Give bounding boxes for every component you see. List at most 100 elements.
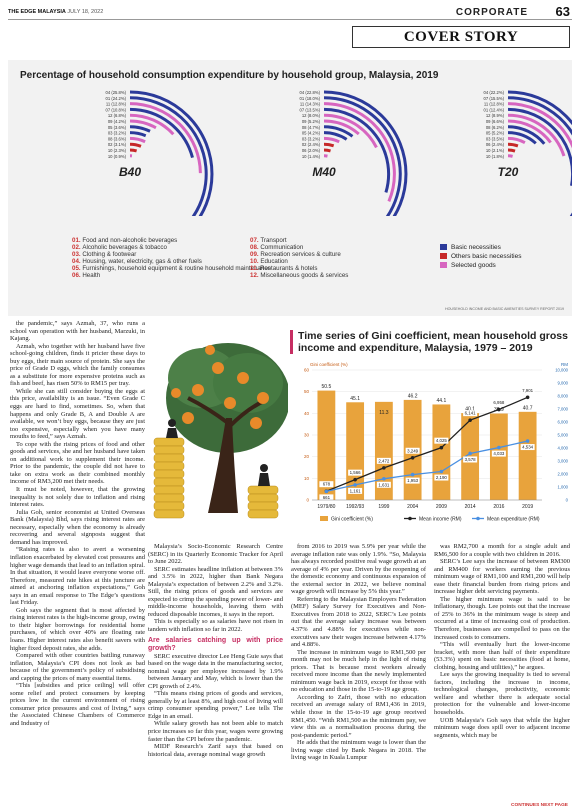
subheading: Are salaries catching up with price grow… bbox=[148, 636, 283, 652]
y2-tick-label: 8,000 bbox=[558, 394, 569, 399]
article-column-4: was RM2,700 a month for a single adult a… bbox=[434, 543, 570, 739]
ring-arc bbox=[129, 107, 194, 159]
series-point bbox=[353, 483, 357, 487]
ring-chart-t20: 04 (22.2%)07 (15.5%)11 (12.8%)01 (12.4%)… bbox=[484, 90, 580, 258]
ring-arc bbox=[507, 142, 519, 148]
infographic-title: Percentage of household consumption expe… bbox=[20, 70, 439, 81]
group-name: B40 bbox=[119, 165, 141, 179]
legend-swatch bbox=[440, 244, 447, 250]
paragraph: “This means rising prices of goods and s… bbox=[148, 690, 283, 720]
category-item: 02. Alcoholic beverages & tobacco bbox=[72, 244, 167, 251]
subheading: The higher minimum wage is said to be in… bbox=[434, 595, 570, 641]
legend-swatch bbox=[320, 516, 328, 521]
ring-label: 12 (8.9%) bbox=[486, 113, 505, 118]
ring-label: 05 (5.2%) bbox=[486, 131, 505, 136]
ring-label: 04 (22.8%) bbox=[300, 90, 321, 95]
category-item: 11. Restaurants & hotels bbox=[250, 265, 318, 272]
group-name: T20 bbox=[498, 165, 519, 179]
subheading: Lee says the growing inequality is tied … bbox=[434, 671, 570, 717]
point-label-bg bbox=[491, 450, 506, 457]
paragraph: SERC executive director Lee Heng Guie sa… bbox=[148, 652, 283, 690]
ring-arc bbox=[323, 148, 331, 153]
subheading: Compared with other countries battling r… bbox=[10, 652, 145, 682]
point-value-label: 7,901 bbox=[522, 388, 534, 393]
point-label-bg bbox=[434, 474, 449, 481]
x-tick-label: 2014 bbox=[465, 504, 476, 510]
ring-chart-b40: 04 (25.8%)01 (24.2%)11 (12.8%)07 (10.8%)… bbox=[106, 90, 214, 258]
ring-label: 03 (3.2%) bbox=[302, 136, 321, 141]
infographic-panel bbox=[8, 60, 572, 316]
y-tick-label: 20 bbox=[304, 454, 310, 459]
category-item: 06. Health bbox=[72, 272, 101, 279]
y2-tick-label: 7,000 bbox=[558, 407, 569, 412]
x-tick-label: 2016 bbox=[493, 504, 504, 510]
bar-value-label: 40.1 bbox=[465, 407, 475, 413]
gini-bar bbox=[432, 404, 451, 500]
subheading: Azmah, who together with her husband hav… bbox=[10, 342, 145, 388]
ring-arc bbox=[129, 102, 202, 174]
legend-label: Mean expenditure (RM) bbox=[487, 517, 540, 523]
ring-label: 09 (6.6%) bbox=[486, 119, 505, 124]
category-legend-right: 07. Transport 08. Communication 09. Recrea… bbox=[250, 237, 420, 279]
y2-tick-label: 2,000 bbox=[558, 472, 569, 477]
subheading: It must be noted, however, that the grow… bbox=[10, 486, 145, 509]
x-tick-label: 2009 bbox=[436, 504, 447, 510]
point-value-label: 3,249 bbox=[407, 448, 419, 453]
ring-label: 06 (2.4%) bbox=[486, 142, 505, 147]
point-value-label: 2,190 bbox=[436, 475, 448, 480]
legend-swatch bbox=[440, 253, 447, 259]
category-item: 10. Education bbox=[250, 258, 288, 265]
ring-arc bbox=[129, 131, 147, 138]
ring-label: 03 (3.2%) bbox=[108, 131, 127, 136]
point-value-label: 1,566 bbox=[350, 470, 362, 475]
ring-arc bbox=[507, 131, 537, 145]
point-label-bg bbox=[319, 481, 334, 488]
ring-arc bbox=[507, 154, 513, 158]
point-value-label: 3,578 bbox=[465, 457, 477, 462]
point-label-bg bbox=[319, 494, 334, 501]
legend-marker bbox=[476, 516, 480, 521]
chart-accent-bar bbox=[290, 330, 293, 354]
category-item: 12. Miscellaneous goods & services bbox=[250, 272, 349, 279]
paragraph: MIDF Research’s Zarif says that based on… bbox=[148, 743, 283, 758]
subheading: “This [subsidies and price ceiling] will… bbox=[10, 682, 145, 727]
category-item: 04. Housing, water, electricity, gas & o… bbox=[72, 258, 202, 265]
infographic-source: HOUSEHOLD INCOME AND BASIC AMENITIES SUR… bbox=[445, 307, 564, 311]
y-tick-label: 60 bbox=[304, 368, 310, 373]
ring-label: 04 (22.2%) bbox=[484, 90, 505, 95]
chart-legend: Gini coefficient (%) Mean income (RM) Mean… bbox=[320, 516, 540, 523]
bar-value-label: 46.2 bbox=[408, 393, 418, 399]
paragraph: This is especially so as salaries have n… bbox=[148, 618, 283, 634]
ring-label: 08 (6.2%) bbox=[486, 125, 505, 130]
ring-arc bbox=[129, 142, 142, 148]
ring-arc bbox=[507, 125, 546, 145]
paragraph: While salary growth has not been able to… bbox=[148, 720, 283, 743]
ring-chart-m40: 04 (22.8%)01 (18.0%)11 (14.3%)07 (13.5%)… bbox=[300, 90, 408, 258]
subheading: from 2016 to 2019 was 5.9% per year whil… bbox=[291, 543, 426, 596]
gini-bar bbox=[374, 401, 393, 500]
ring-arc bbox=[129, 113, 175, 136]
gini-income-chart: Gini coefficient (%) RM 0 10 20 30 40 50 60 0 1,00… bbox=[290, 358, 572, 533]
ring-charts: 04 (25.8%) 01 (24.2%) 11 (12.8%) 07 (10.8%)… bbox=[8, 86, 580, 258]
point-label-bg bbox=[434, 437, 449, 444]
necessity-legend-item: Basic necessities bbox=[440, 243, 570, 252]
ring-arc bbox=[323, 119, 360, 136]
annotation-label: 11.3 bbox=[379, 410, 389, 416]
category-item: 01. Food and non-alcoholic beverages bbox=[72, 237, 178, 244]
series-point bbox=[382, 476, 386, 481]
ring-label: 10 (2.3%) bbox=[108, 148, 127, 153]
subheading: was RM2,700 a month for a single adult a… bbox=[434, 543, 570, 558]
y2-tick-label: 5,000 bbox=[558, 433, 569, 438]
paragraph: SERC estimates headline inflation at bet… bbox=[148, 565, 283, 618]
subheading: The increase in minimum wage to RM1,500 … bbox=[291, 648, 426, 694]
ring-label: 11 (14.3%) bbox=[300, 102, 321, 107]
series-point bbox=[525, 395, 530, 400]
ring-label: 11 (12.8%) bbox=[106, 102, 127, 107]
point-label-bg bbox=[405, 447, 420, 454]
point-label-bg bbox=[463, 456, 478, 463]
subheading: While she can still consider buying the … bbox=[10, 387, 145, 441]
section-label: CORPORATE bbox=[455, 7, 528, 18]
subheading: the pandemic,” says Azmah, 37, who runs … bbox=[10, 320, 145, 343]
ring-arc bbox=[323, 102, 396, 202]
y2-tick-label: 3,000 bbox=[558, 459, 569, 464]
